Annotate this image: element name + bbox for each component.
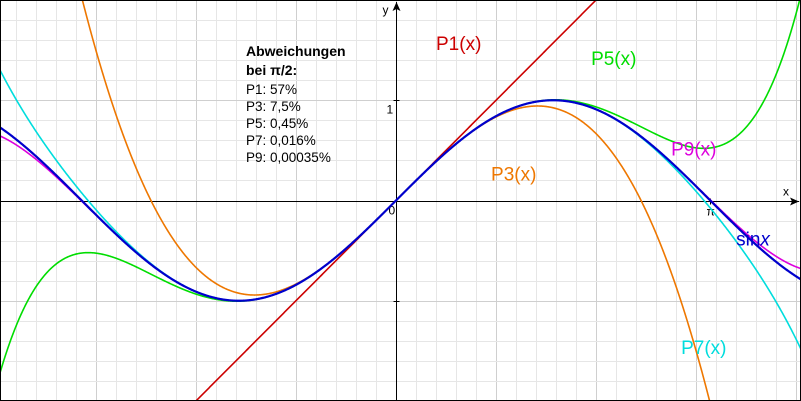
x-tick-label: π: [707, 205, 715, 219]
origin-label: 0: [389, 204, 396, 218]
series-label-1: P3(x): [491, 164, 536, 185]
annotation-line-p9: P9: 0,00035%: [246, 150, 331, 165]
series-label-5: sinx: [736, 230, 771, 251]
annotation-line-p1: P1: 57%: [246, 82, 297, 97]
annotation-title-2: bei π/2:: [246, 62, 297, 78]
y-tick-label: 1: [387, 102, 394, 116]
y-axis-arrow: [392, 2, 401, 11]
annotation-line-p3: P3: 7,5%: [246, 99, 301, 114]
x-axis-arrow: [790, 197, 799, 206]
x-axis-label: x: [783, 185, 789, 199]
series-label-3: P7(x): [681, 338, 726, 359]
series-line-5: [0, 99, 801, 302]
deviation-annotation: Abweichungen bei π/2: P1: 57% P3: 7,5% P…: [246, 43, 346, 165]
series-label-0: P1(x): [436, 34, 481, 55]
series-label-4: P9(x): [671, 139, 716, 160]
annotation-title-1: Abweichungen: [246, 43, 346, 59]
annotation-line-p5: P5: 0,45%: [246, 116, 308, 131]
curve-labels: P1(x) P3(x) P5(x) P7(x) P9(x) sinx: [436, 34, 771, 359]
y-axis-label: y: [383, 3, 389, 17]
annotation-line-p7: P7: 0,016%: [246, 133, 316, 148]
series-label-2: P5(x): [591, 49, 636, 70]
